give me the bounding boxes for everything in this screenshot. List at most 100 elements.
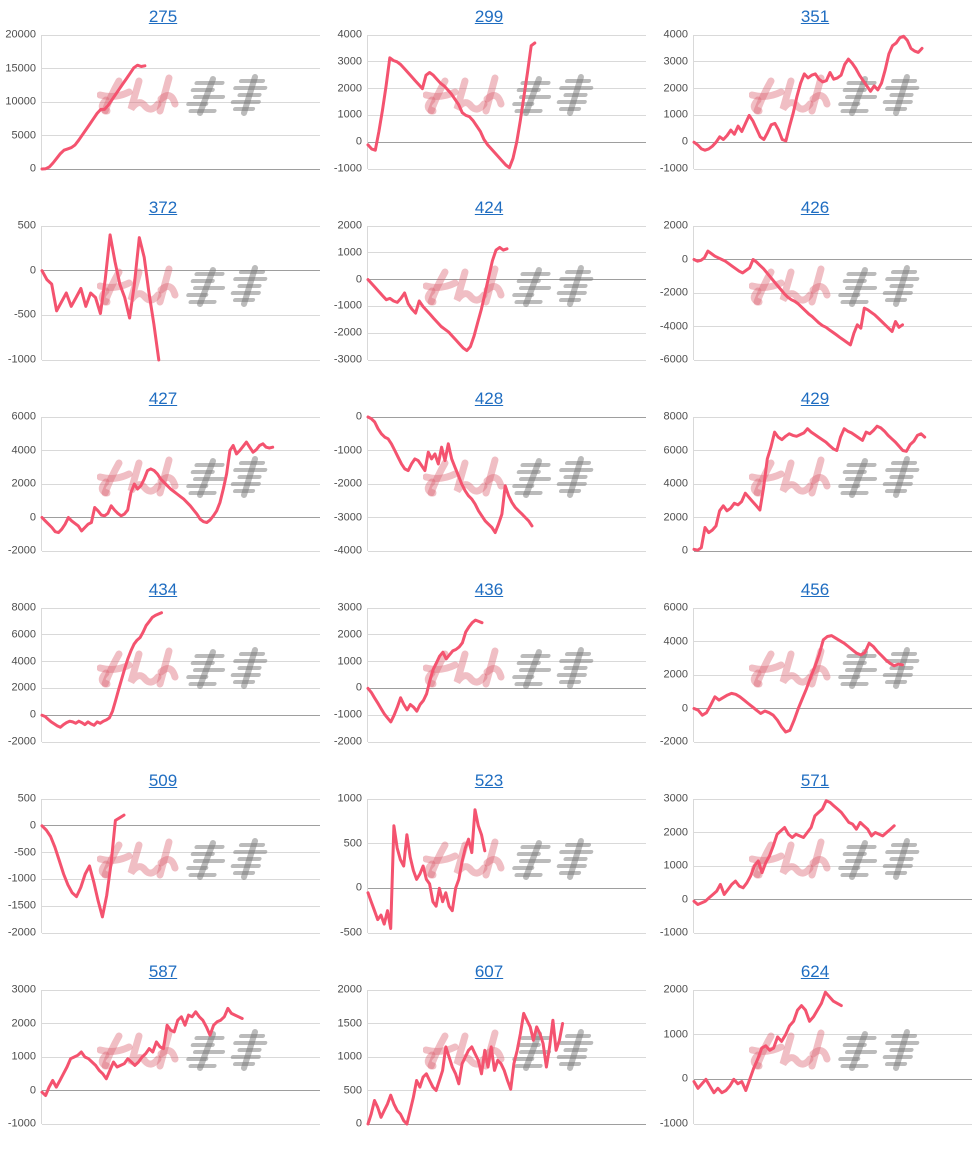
y-tick-label: 0 xyxy=(681,135,688,148)
series-line xyxy=(692,634,904,734)
series-line xyxy=(40,611,163,729)
chart-title-link[interactable]: 434 xyxy=(148,580,178,599)
gridline xyxy=(42,741,320,743)
chart-title-link[interactable]: 429 xyxy=(800,389,830,408)
y-tick-label: 20000 xyxy=(5,28,36,41)
y-tick-label: 1000 xyxy=(11,1050,36,1063)
gridline xyxy=(42,416,320,418)
chart-cell: 607 xyxy=(326,957,652,1148)
y-tick-label: -500 xyxy=(339,926,362,939)
y-tick-label: 500 xyxy=(17,792,36,805)
series-line xyxy=(40,63,147,171)
y-tick-label: -3000 xyxy=(333,511,362,523)
y-tick-label: -1000 xyxy=(7,872,36,885)
gridline xyxy=(42,905,320,907)
y-tick-label: -1000 xyxy=(333,162,362,175)
line-chart-svg xyxy=(366,808,487,930)
y-tick-label: 5000 xyxy=(11,129,36,141)
chart-title-link[interactable]: 424 xyxy=(474,198,504,217)
plot-area xyxy=(692,798,972,934)
chart-title-link[interactable]: 299 xyxy=(474,7,504,26)
gridline xyxy=(368,932,646,934)
y-tick-label: -500 xyxy=(13,308,36,321)
chart-title-link[interactable]: 427 xyxy=(148,389,178,408)
chart-title-link[interactable]: 509 xyxy=(148,771,178,790)
chart-title-link[interactable]: 351 xyxy=(800,7,830,26)
gridline xyxy=(368,661,646,663)
y-tick-label: 0 xyxy=(355,681,362,694)
y-tick-label: -1000 xyxy=(333,299,362,312)
gridline xyxy=(368,843,646,845)
y-tick-label: 2000 xyxy=(11,477,36,490)
line-chart-svg xyxy=(692,634,904,734)
gridline xyxy=(368,252,646,254)
series-line xyxy=(366,808,487,930)
gridline xyxy=(42,359,320,361)
y-tick-label: -2000 xyxy=(333,735,362,748)
gridline xyxy=(694,225,972,227)
chart-title: 523 xyxy=(326,771,652,791)
chart-title-link[interactable]: 624 xyxy=(800,962,830,981)
chart-cell: 351 xyxy=(652,2,978,193)
gridline xyxy=(694,88,972,90)
y-tick-label: 0 xyxy=(355,1117,362,1130)
gridline xyxy=(42,687,320,689)
gridline xyxy=(368,359,646,361)
line-chart-svg xyxy=(366,1011,565,1126)
gridline xyxy=(368,305,646,307)
y-tick-label: -1500 xyxy=(7,899,36,912)
y-tick-label: 6000 xyxy=(663,601,688,614)
chart-title-link[interactable]: 426 xyxy=(800,198,830,217)
plot-area xyxy=(366,989,646,1126)
y-tick-label: 6000 xyxy=(11,410,36,423)
chart-title-link[interactable]: 523 xyxy=(474,771,504,790)
gridline xyxy=(694,798,972,800)
gridline xyxy=(42,607,320,609)
chart-title-link[interactable]: 275 xyxy=(148,7,178,26)
chart-title-link[interactable]: 372 xyxy=(148,198,178,217)
gridline xyxy=(368,517,646,518)
y-tick-label: 0 xyxy=(29,264,36,277)
y-tick-label: 1000 xyxy=(337,246,362,259)
chart-title-link[interactable]: 607 xyxy=(474,962,504,981)
chart-title-link[interactable]: 587 xyxy=(148,962,178,981)
gridline xyxy=(694,168,972,170)
chart-title-link[interactable]: 428 xyxy=(474,389,504,408)
series-line xyxy=(366,245,509,353)
chart-title-link[interactable]: 436 xyxy=(474,580,504,599)
y-tick-label: 0 xyxy=(355,410,362,423)
y-tick-label: 2000 xyxy=(663,511,688,523)
gridline xyxy=(42,450,320,451)
chart-title-link[interactable]: 456 xyxy=(800,580,830,599)
y-tick-label: -2000 xyxy=(659,735,688,748)
y-tick-label: 0 xyxy=(681,253,688,265)
y-tick-label: 0 xyxy=(681,702,688,714)
y-tick-label: 4000 xyxy=(11,444,36,456)
y-tick-label: -1000 xyxy=(659,926,688,939)
chart-cell: 624 xyxy=(652,957,978,1148)
series-line xyxy=(366,41,537,170)
gridline xyxy=(694,416,972,418)
series-line xyxy=(692,990,843,1095)
series-line xyxy=(692,799,896,906)
zero-gridline xyxy=(368,141,646,143)
chart-cell: 509 xyxy=(0,766,326,957)
gridline xyxy=(42,550,320,552)
plot-area xyxy=(366,415,646,552)
chart-cell: 424 xyxy=(326,193,652,384)
zero-gridline xyxy=(42,1090,320,1091)
y-tick-label: 6000 xyxy=(11,628,36,641)
chart-title: 509 xyxy=(0,771,326,791)
gridline xyxy=(42,661,320,663)
plot-area xyxy=(692,607,972,743)
gridline xyxy=(42,101,320,103)
chart-title-link[interactable]: 571 xyxy=(800,771,830,790)
y-tick-label: 2000 xyxy=(337,983,362,996)
gridline xyxy=(42,1123,320,1125)
plot-area xyxy=(366,607,646,743)
y-tick-label: 0 xyxy=(29,819,36,832)
plot-area xyxy=(692,989,972,1125)
y-tick-label: 0 xyxy=(681,893,688,905)
line-chart-svg xyxy=(692,799,896,906)
chart-cell: 434 xyxy=(0,575,326,766)
